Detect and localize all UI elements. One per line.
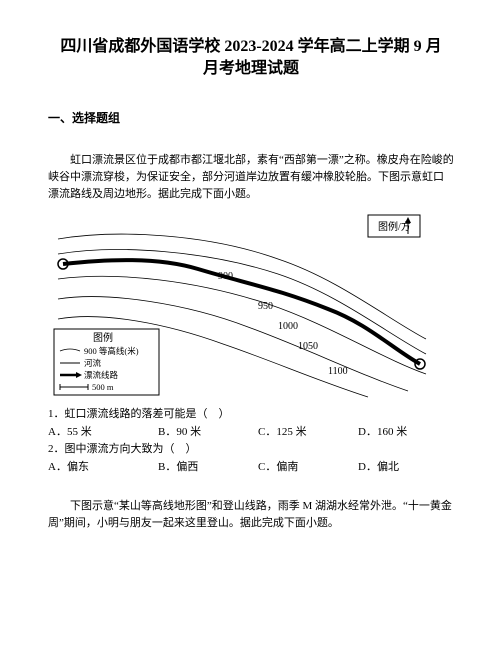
contour-label-1000: 1000 <box>278 321 298 332</box>
q2-opt-c: C．偏南 <box>258 459 358 477</box>
passage-2: 下图示意“某山等高线地形图”和登山线路，雨季 M 湖湖水经常外泄。“十一黄金周”… <box>48 498 454 532</box>
title-line-1: 四川省成都外国语学校 2023-2024 学年高二上学期 9 月 <box>48 36 454 58</box>
legend-contour: 900 等高线(米) <box>84 346 139 356</box>
legend-river: 河流 <box>84 358 102 368</box>
topographic-map-figure: 图例/方 950 1000 1050 1100 900 图例 900 等高线(米… <box>48 209 428 399</box>
contour-label-1050: 1050 <box>298 341 318 352</box>
q1-opt-d: D．160 米 <box>358 424 438 442</box>
q1-options: A．55 米 B．90 米 C．125 米 D．160 米 <box>48 424 454 442</box>
q2-opt-d: D．偏北 <box>358 459 438 477</box>
passage-1: 虹口漂流景区位于成都市都江堰北部，素有“西部第一漂”之称。橡皮舟在险峻的峡谷中漂… <box>48 152 454 203</box>
contour-label-950: 950 <box>258 301 273 312</box>
q1-opt-a: A．55 米 <box>48 424 158 442</box>
contour-label-900: 900 <box>218 271 233 282</box>
legend-scale: 500 m <box>92 382 114 392</box>
section-heading: 一、选择题组 <box>48 109 454 126</box>
legend-title: 图例 <box>93 331 113 344</box>
q2-opt-b: B．偏西 <box>158 459 258 477</box>
q1-stem: 1．虹口漂流线路的落差可能是（ ） <box>48 406 454 424</box>
q2-opt-a: A．偏东 <box>48 459 158 477</box>
q2-options: A．偏东 B．偏西 C．偏南 D．偏北 <box>48 459 454 477</box>
q1-opt-c: C．125 米 <box>258 424 358 442</box>
title-line-2: 月考地理试题 <box>48 58 454 80</box>
q2-stem: 2．图中漂流方向大致为（ ） <box>48 441 454 459</box>
q1-opt-b: B．90 米 <box>158 424 258 442</box>
contour-label-1100: 1100 <box>328 366 348 377</box>
legend-raft: 漂流线路 <box>84 370 119 380</box>
